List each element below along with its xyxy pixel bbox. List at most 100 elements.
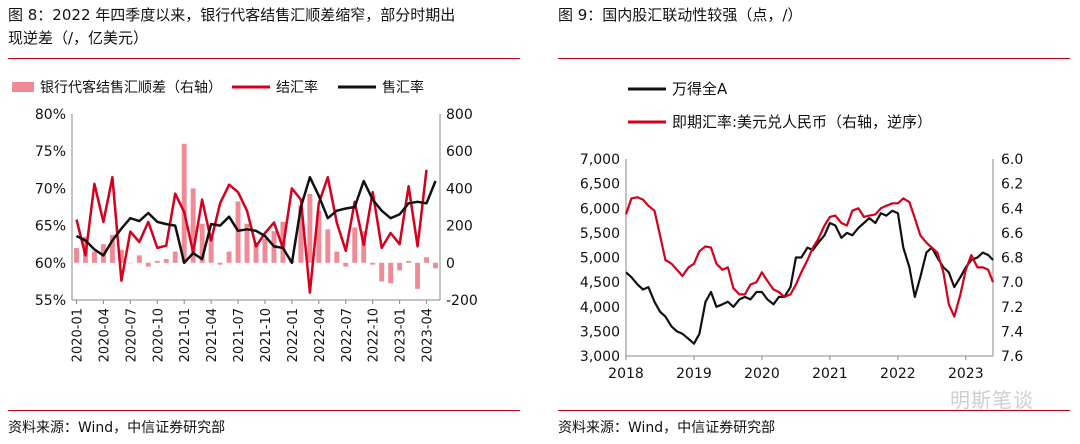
x-tick-label: 2022-04 — [313, 308, 328, 362]
bar — [388, 262, 394, 284]
y-left-tick-label: 6,500 — [580, 177, 620, 193]
bar — [163, 259, 169, 263]
bar — [244, 223, 250, 263]
y-left-tick-label: 80% — [35, 107, 66, 123]
bar — [379, 262, 385, 282]
x-tick-label: 2021-04 — [205, 308, 220, 362]
series-line-shouhui — [75, 175, 437, 265]
left-source-note: 资料来源：Wind，中信证券研究部 — [8, 420, 226, 436]
y-right-tick-label: -200 — [446, 293, 478, 309]
left-bottom-rule — [8, 410, 520, 411]
right-figure: 图 9：国内股汇联动性较强（点，/） 万得全A 即期汇率:美元兑人民币（右轴，逆序… — [552, 0, 1080, 444]
y-left-tick-label: 60% — [35, 256, 66, 272]
left-title-line2: 现逆差（/，亿美元） — [8, 29, 149, 47]
y-left-tick-label: 5,500 — [580, 226, 620, 242]
y-left-tick-label: 5,000 — [580, 251, 620, 267]
y-left-tick-label: 65% — [35, 219, 66, 235]
x-tick-label: 2023-04 — [421, 308, 436, 362]
bar — [370, 262, 376, 265]
y-left-tick-label: 4,500 — [580, 275, 620, 291]
bar — [316, 210, 322, 263]
x-tick-label: 2021-07 — [232, 308, 247, 362]
left-chart: 银行代客结售汇顺差（右轴） 结汇率 售汇率 80% 75% 70% 65% 60% 55% 800… — [12, 79, 478, 362]
y-right-tick-label: 400 — [446, 181, 473, 197]
left-title-line1: 图 8：2022 年四季度以来，银行代客结售汇顺差缩窄，部分时期出 — [8, 6, 456, 24]
bar — [91, 251, 97, 263]
y-right-tick-label: 6.6 — [1001, 226, 1023, 242]
y-left-tick-label: 75% — [35, 144, 66, 160]
bar — [190, 188, 196, 263]
x-tick-label: 2020 — [744, 366, 780, 382]
y-right-tick-label: 7.2 — [1001, 300, 1023, 316]
bar — [406, 260, 412, 263]
bar — [361, 231, 367, 263]
y-left-tick-label: 4,000 — [580, 300, 620, 316]
x-tick-label: 2021-10 — [259, 308, 274, 362]
bar — [145, 262, 151, 267]
y-left-tick-label: 55% — [35, 293, 66, 309]
bar — [352, 227, 358, 263]
right-chart: 万得全A 即期汇率:美元兑人民币（右轴，逆序） 7,000 6,500 6,000 5,5… — [580, 80, 1023, 382]
bar — [325, 229, 331, 263]
bar — [172, 251, 178, 263]
bar — [226, 251, 232, 263]
right-bottom-rule — [558, 410, 1070, 411]
y-left-tick-label: 3,000 — [580, 349, 620, 365]
y-right-tick-label: 6.8 — [1001, 251, 1023, 267]
x-tick-label: 2020-10 — [151, 308, 166, 362]
y-left-tick-label: 6,000 — [580, 201, 620, 217]
bar — [199, 223, 205, 263]
series-line-usdcny — [624, 196, 995, 318]
bar — [235, 201, 241, 263]
x-tick-label: 2021-01 — [178, 308, 193, 362]
y-left-tick-label: 7,000 — [580, 152, 620, 168]
bar — [415, 262, 421, 289]
bar — [262, 238, 268, 263]
y-right-tick-label: 6.0 — [1001, 152, 1023, 168]
bar — [334, 251, 340, 263]
y-left-tick-label: 3,500 — [580, 324, 620, 340]
x-tick-label: 2023 — [948, 366, 984, 382]
watermark-text: 明斯笔谈 — [950, 388, 1034, 412]
x-tick-label: 2023-01 — [394, 308, 409, 362]
bar — [397, 262, 403, 271]
x-tick-label: 2022-01 — [286, 308, 301, 362]
y-right-tick-label: 800 — [446, 107, 473, 123]
x-tick-label: 2020-01 — [70, 308, 85, 362]
bar — [343, 262, 349, 267]
y-right-tick-label: 7.4 — [1001, 324, 1023, 340]
bar — [307, 193, 313, 263]
bar — [433, 262, 438, 269]
bar — [74, 247, 79, 263]
y-right-tick-label: 7.6 — [1001, 349, 1023, 365]
legend-label: 银行代客结售汇顺差（右轴） — [40, 79, 222, 96]
y-right-tick-label: 0 — [446, 256, 455, 272]
y-right-tick-label: 600 — [446, 144, 473, 160]
bar — [154, 260, 160, 263]
x-tick-label: 2020-07 — [124, 308, 139, 362]
x-tick-label: 2019 — [676, 366, 712, 382]
legend-label: 售汇率 — [382, 79, 424, 96]
legend-swatch-bar — [12, 82, 34, 92]
y-right-tick-label: 6.4 — [1001, 201, 1023, 217]
bar — [118, 249, 124, 263]
legend-label: 结汇率 — [276, 79, 318, 96]
series-line-jiehui — [75, 169, 428, 294]
bar — [109, 234, 115, 263]
y-left-tick-label: 70% — [35, 181, 66, 197]
x-tick-label: 2022 — [880, 366, 916, 382]
legend-label: 即期汇率:美元兑人民币（右轴，逆序） — [672, 113, 932, 131]
bar — [424, 257, 430, 263]
bar — [208, 236, 214, 263]
legend-label: 万得全A — [672, 80, 728, 98]
x-tick-label: 2022-10 — [367, 308, 382, 362]
bar — [136, 255, 142, 263]
x-tick-label: 2021 — [812, 366, 848, 382]
bar — [217, 262, 223, 265]
bar — [127, 262, 133, 264]
y-right-tick-label: 200 — [446, 219, 473, 235]
right-top-rule — [558, 58, 1070, 59]
series-line-wind-a — [625, 209, 994, 345]
bar — [253, 242, 259, 263]
x-tick-label: 2022-07 — [340, 308, 355, 362]
